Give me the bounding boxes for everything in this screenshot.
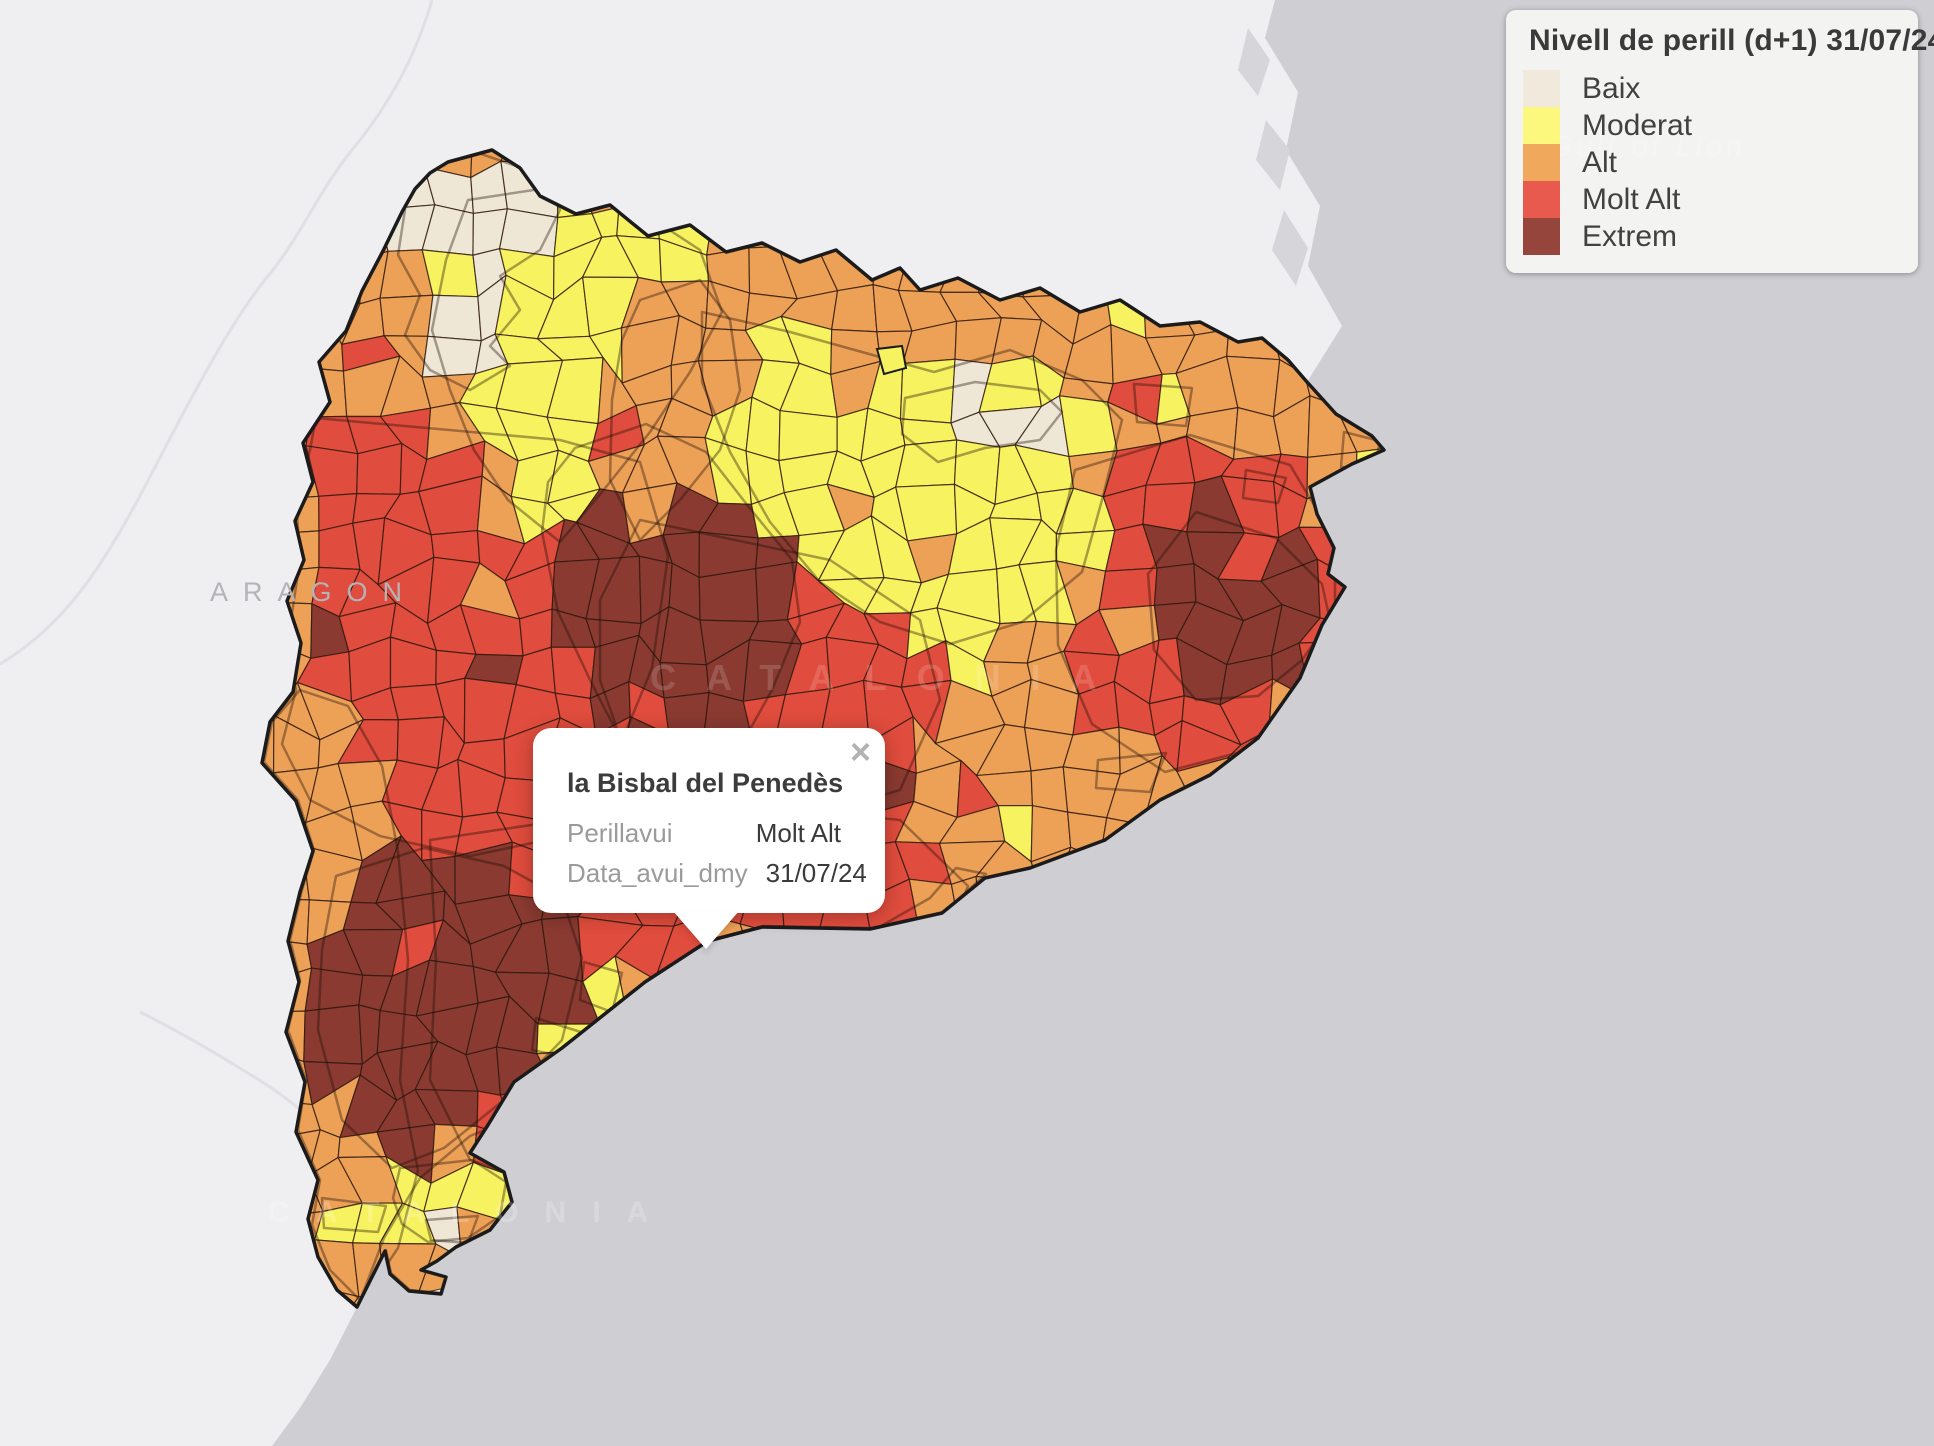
popup-rows: Perillavui Molt Alt Data_avui_dmy 31/07/24 <box>567 813 867 893</box>
legend-item-molt_alt: Molt Alt <box>1523 181 1898 218</box>
legend-item-alt: Alt <box>1523 144 1898 181</box>
legend-swatch-extrem <box>1523 218 1560 255</box>
legend-panel: Nivell de perill (d+1) 31/07/24 Baix Mode… <box>1506 10 1934 273</box>
popup-title: la Bisbal del Penedès <box>567 768 844 798</box>
legend-item-label: Extrem <box>1582 219 1678 253</box>
map-popup: × la Bisbal del Penedès Perillavui Molt A… <box>533 728 885 949</box>
legend-swatch-moderat <box>1523 107 1560 144</box>
popup-pointer <box>673 911 739 949</box>
catalonia-ghost-label: CATALONIA <box>650 657 1127 698</box>
popup-row-value: Molt Alt <box>755 818 841 848</box>
popup-row-label: Perillavui <box>567 818 673 848</box>
legend-swatch-molt_alt <box>1523 181 1560 218</box>
legend-swatch-baix <box>1523 70 1560 107</box>
popup-row: Perillavui Molt Alt <box>567 813 841 853</box>
legend-item-moderat: Moderat <box>1523 107 1898 144</box>
legend-item-label: Baix <box>1582 71 1641 105</box>
legend-item-label: Moderat <box>1582 108 1693 142</box>
popup-row-label: Data_avui_dmy <box>567 858 748 888</box>
legend-item-baix: Baix <box>1523 70 1898 107</box>
legend-item-label: Alt <box>1582 145 1618 179</box>
legend-swatch-alt <box>1523 144 1560 181</box>
popup-row-value: 31/07/24 <box>765 858 867 888</box>
legend-title: Nivell de perill (d+1) 31/07/24 <box>1529 24 1934 57</box>
legend-item-extrem: Extrem <box>1523 218 1898 255</box>
legend-items: Baix Moderat Alt Molt Alt Extrem <box>1523 70 1898 255</box>
legend-item-label: Molt Alt <box>1582 182 1681 216</box>
close-icon[interactable]: × <box>849 731 871 772</box>
popup-row: Data_avui_dmy 31/07/24 <box>567 853 867 893</box>
aragon-region-label: ARAGON <box>210 577 417 607</box>
catalonia-ghost-label-2: CATALONIA <box>268 1196 674 1229</box>
